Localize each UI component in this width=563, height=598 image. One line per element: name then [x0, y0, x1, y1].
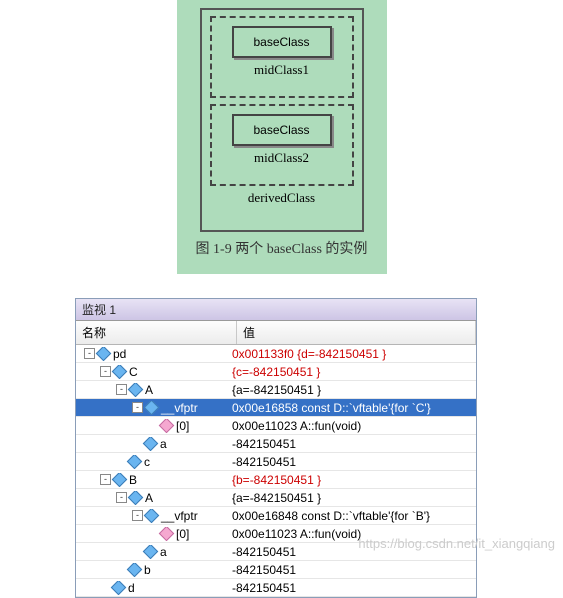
- table-row[interactable]: c -842150451: [76, 453, 476, 471]
- watch-rows: -pd0x001133f0 {d=-842150451 }-C{c=-84215…: [76, 345, 476, 597]
- col-header-name[interactable]: 名称: [76, 321, 237, 344]
- watch-header: 名称 值: [76, 321, 476, 345]
- row-value: -842150451: [226, 581, 476, 595]
- row-name: pd: [113, 347, 126, 361]
- table-row[interactable]: [0] 0x00e11023 A::fun(void): [76, 417, 476, 435]
- row-name: [0]: [176, 527, 189, 541]
- row-name: A: [145, 491, 153, 505]
- expand-toggle[interactable]: -: [132, 402, 143, 413]
- table-row[interactable]: - pd 0x001133f0 {d=-842150451 }: [76, 345, 476, 363]
- row-value: -842150451: [226, 455, 476, 469]
- row-name: __vfptr: [161, 401, 198, 415]
- table-row[interactable]: - A {a=-842150451 }: [76, 489, 476, 507]
- table-row[interactable]: a -842150451: [76, 435, 476, 453]
- midclass1-label: midClass1: [216, 62, 348, 78]
- derivedclass-label: derivedClass: [202, 188, 362, 210]
- member-icon: [128, 491, 144, 505]
- row-value: -842150451: [226, 563, 476, 577]
- expand-toggle[interactable]: -: [100, 366, 111, 377]
- row-name: C: [129, 365, 138, 379]
- watermark: https://blog.csdn.net/it_xiangqiang: [358, 536, 555, 551]
- derived-class-box: baseClass midClass1 baseClass midClass2 …: [200, 8, 364, 232]
- member-icon: [143, 545, 159, 559]
- row-name: c: [144, 455, 150, 469]
- midclass2-box: baseClass midClass2: [210, 104, 354, 186]
- table-row[interactable]: - __vfptr 0x00e16858 const D::`vftable'{fo…: [76, 399, 476, 417]
- row-value: -842150451: [226, 437, 476, 451]
- table-row[interactable]: - C {c=-842150451 }: [76, 363, 476, 381]
- expand-toggle[interactable]: -: [116, 492, 127, 503]
- row-name: a: [160, 545, 167, 559]
- row-value: {b=-842150451 }: [226, 473, 476, 487]
- table-row[interactable]: d -842150451: [76, 579, 476, 597]
- baseclass-box-1: baseClass: [232, 26, 332, 58]
- midclass1-box: baseClass midClass1: [210, 16, 354, 98]
- diagram-caption: 图 1-9 两个 baseClass 的实例: [177, 232, 387, 264]
- watch-window: 监视 1 名称 值 -pd0x001133f0 {d=-842150451 }-…: [75, 298, 477, 598]
- table-row[interactable]: - __vfptr 0x00e16848 const D::`vftable'{fo…: [76, 507, 476, 525]
- expand-toggle[interactable]: -: [116, 384, 127, 395]
- row-value: 0x00e16858 const D::`vftable'{for `C'}: [226, 401, 476, 415]
- row-value: 0x001133f0 {d=-842150451 }: [226, 347, 476, 361]
- member-icon: [112, 473, 128, 487]
- member-icon: [144, 509, 160, 523]
- member-icon: [143, 437, 159, 451]
- row-name: B: [129, 473, 137, 487]
- row-name: [0]: [176, 419, 189, 433]
- row-value: {a=-842150451 }: [226, 491, 476, 505]
- member-icon: [96, 347, 112, 361]
- member-icon: [159, 527, 175, 541]
- member-icon: [128, 383, 144, 397]
- member-icon: [112, 365, 128, 379]
- expand-toggle[interactable]: -: [100, 474, 111, 485]
- row-value: {a=-842150451 }: [226, 383, 476, 397]
- col-header-value[interactable]: 值: [237, 321, 476, 344]
- row-name: A: [145, 383, 153, 397]
- row-name: a: [160, 437, 167, 451]
- expand-toggle[interactable]: -: [84, 348, 95, 359]
- member-icon: [159, 419, 175, 433]
- member-icon: [144, 401, 160, 415]
- member-icon: [127, 563, 143, 577]
- table-row[interactable]: b -842150451: [76, 561, 476, 579]
- row-name: d: [128, 581, 135, 595]
- baseclass-box-2: baseClass: [232, 114, 332, 146]
- watch-title: 监视 1: [76, 299, 476, 321]
- class-diagram: baseClass midClass1 baseClass midClass2 …: [177, 0, 387, 274]
- midclass2-label: midClass2: [216, 150, 348, 166]
- row-value: {c=-842150451 }: [226, 365, 476, 379]
- table-row[interactable]: - B {b=-842150451 }: [76, 471, 476, 489]
- table-row[interactable]: - A {a=-842150451 }: [76, 381, 476, 399]
- row-name: b: [144, 563, 151, 577]
- row-value: 0x00e16848 const D::`vftable'{for `B'}: [226, 509, 476, 523]
- row-value: 0x00e11023 A::fun(void): [226, 419, 476, 433]
- member-icon: [111, 581, 127, 595]
- row-name: __vfptr: [161, 509, 198, 523]
- member-icon: [127, 455, 143, 469]
- expand-toggle[interactable]: -: [132, 510, 143, 521]
